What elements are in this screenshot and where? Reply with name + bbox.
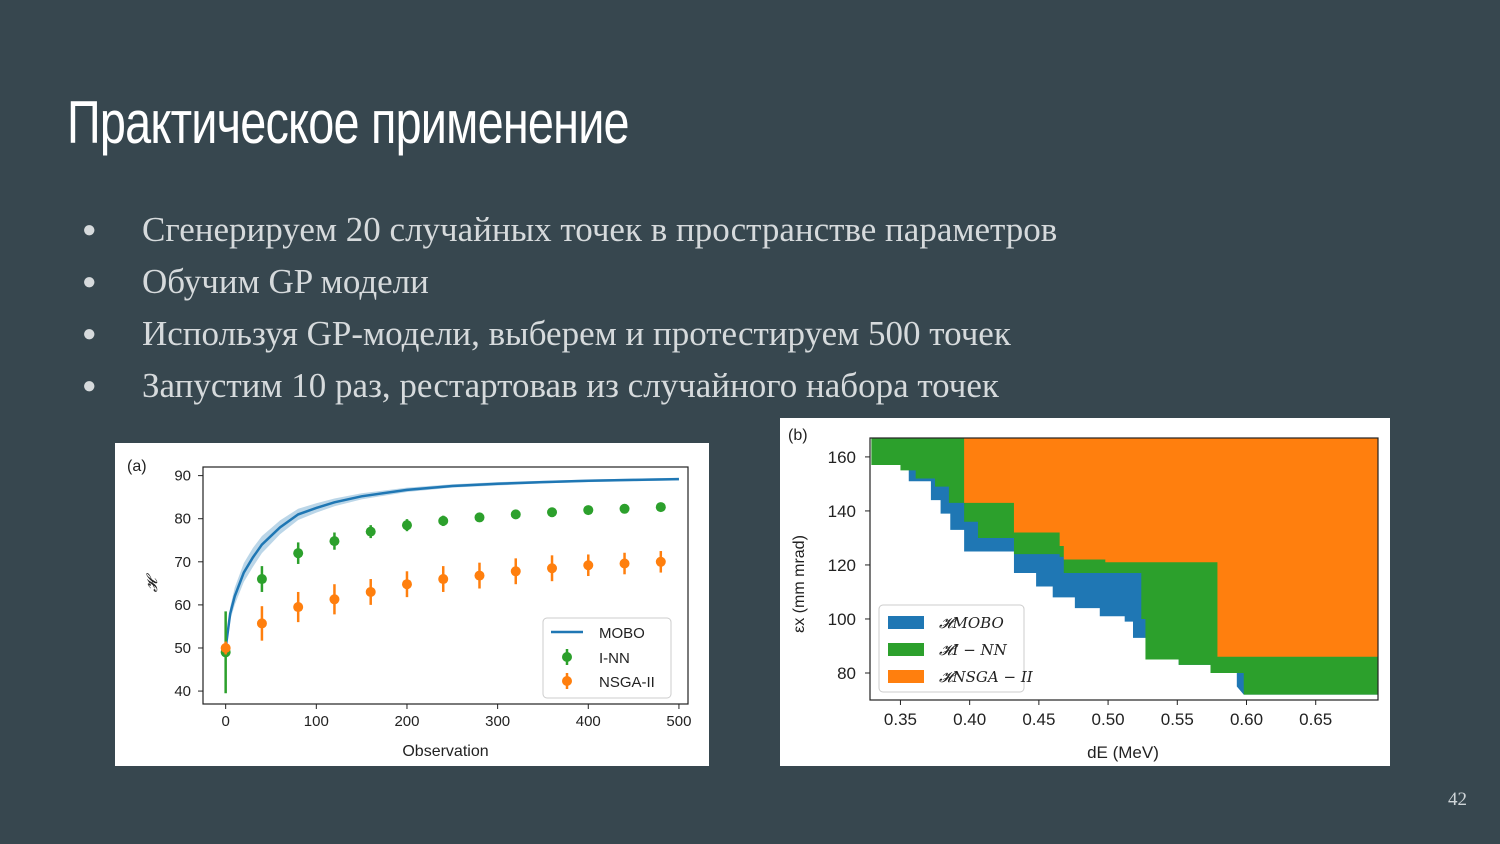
data-point-1 bbox=[401, 520, 412, 531]
data-point-2 bbox=[401, 579, 412, 590]
y-tick-label: 80 bbox=[837, 664, 856, 683]
data-point-2 bbox=[619, 558, 630, 569]
data-point-2 bbox=[583, 560, 594, 571]
legend-label: NSGA-II bbox=[599, 674, 655, 691]
chart-panel-b: (b) 0.35 0.40 0.45 0.50 0.55 0.60 0.65 80 100 120 1… bbox=[780, 418, 1390, 766]
chart-a-svg: (a) 0 100 200 300 400 500 40 50 60 70 80 90 Observati… bbox=[127, 458, 691, 760]
y-tick-label: 40 bbox=[174, 683, 191, 700]
bullet-item: ● Запустим 10 раз, рестартовав из случайн… bbox=[82, 362, 1057, 414]
data-point-1 bbox=[329, 536, 340, 547]
x-tick-label: 0.40 bbox=[953, 710, 986, 729]
x-tick-label: 0.60 bbox=[1230, 710, 1263, 729]
bullet-dot-icon: ● bbox=[82, 373, 97, 399]
legend-label: 𝓗NSGA − II bbox=[939, 668, 1034, 686]
panel-label: (a) bbox=[127, 458, 147, 475]
y-tick-label: 140 bbox=[828, 502, 856, 521]
bullet-text: Обучим GP модели bbox=[142, 262, 429, 301]
bullet-item: ● Обучим GP модели bbox=[82, 258, 1057, 310]
legend-swatch bbox=[888, 670, 924, 683]
legend-swatch-point bbox=[562, 676, 572, 686]
series-line-mobo bbox=[224, 477, 679, 649]
data-point-2 bbox=[256, 618, 267, 629]
plot-frame bbox=[869, 437, 1379, 701]
chart-panel-a: (a) 0 100 200 300 400 500 40 50 60 70 80 90 Observati… bbox=[115, 443, 709, 766]
region-2 bbox=[964, 438, 1378, 657]
data-point-1 bbox=[438, 515, 449, 526]
slide-title: Практическое применение bbox=[67, 89, 630, 156]
data-point-1 bbox=[510, 509, 521, 520]
data-point-2 bbox=[510, 566, 521, 577]
legend-label: MOBO bbox=[599, 625, 645, 642]
x-tick-label: 0.35 bbox=[884, 710, 917, 729]
plot-frame bbox=[202, 466, 689, 705]
y-tick-label: 80 bbox=[174, 511, 191, 528]
bullet-dot-icon: ● bbox=[82, 269, 97, 295]
y-tick-label: 160 bbox=[828, 448, 856, 467]
x-tick-label: 100 bbox=[304, 713, 329, 730]
bullet-text: Сгенерируем 20 случайных точек в простра… bbox=[142, 210, 1058, 249]
y-tick-label: 50 bbox=[174, 640, 191, 657]
y-tick-label: 90 bbox=[174, 468, 191, 485]
panel-label: (b) bbox=[788, 427, 808, 444]
bullet-text: Используя GP-модели, выберем и протестир… bbox=[142, 314, 1011, 353]
x-tick-label: 0.45 bbox=[1022, 710, 1055, 729]
legend-box bbox=[542, 617, 672, 699]
x-tick-label: 0.55 bbox=[1161, 710, 1194, 729]
legend-swatch bbox=[888, 643, 924, 656]
chart-b-svg: (b) 0.35 0.40 0.45 0.50 0.55 0.60 0.65 80 100 120 1… bbox=[788, 427, 1379, 762]
legend-swatch bbox=[888, 616, 924, 629]
x-tick-label: 400 bbox=[576, 713, 601, 730]
bullet-dot-icon: ● bbox=[82, 321, 97, 347]
bullet-item: ● Используя GP-модели, выберем и протести… bbox=[82, 310, 1057, 362]
data-point-1 bbox=[619, 503, 630, 514]
data-point-2 bbox=[293, 602, 304, 613]
x-tick-label: 500 bbox=[666, 713, 691, 730]
data-point-2 bbox=[220, 642, 231, 653]
y-axis-label: εx (mm mrad) bbox=[791, 535, 808, 633]
x-tick-label: 300 bbox=[485, 713, 510, 730]
bullet-text: Запустим 10 раз, рестартовав из случайно… bbox=[142, 366, 999, 405]
data-point-2 bbox=[329, 594, 340, 605]
data-point-1 bbox=[365, 526, 376, 537]
y-tick-label: 120 bbox=[828, 556, 856, 575]
x-tick-label: 0 bbox=[221, 713, 229, 730]
data-point-1 bbox=[547, 507, 558, 518]
data-point-2 bbox=[438, 574, 449, 585]
bullet-list: ● Сгенерируем 20 случайных точек в простр… bbox=[82, 206, 1057, 414]
data-point-1 bbox=[474, 512, 485, 523]
data-point-1 bbox=[583, 505, 594, 516]
x-axis-label: dE (MeV) bbox=[1087, 743, 1159, 762]
page-number: 42 bbox=[1448, 789, 1467, 810]
x-axis-label: Observation bbox=[402, 743, 488, 760]
y-tick-label: 70 bbox=[174, 554, 191, 571]
data-point-1 bbox=[256, 574, 267, 585]
bullet-item: ● Сгенерируем 20 случайных точек в простр… bbox=[82, 206, 1057, 258]
data-point-1 bbox=[293, 548, 304, 559]
data-point-2 bbox=[655, 556, 666, 567]
x-tick-label: 0.50 bbox=[1092, 710, 1125, 729]
data-point-1 bbox=[655, 502, 666, 513]
y-tick-label: 60 bbox=[174, 597, 191, 614]
x-tick-label: 200 bbox=[394, 713, 419, 730]
data-point-2 bbox=[547, 563, 558, 574]
legend-label: 𝓗I − NN bbox=[939, 641, 1008, 659]
legend-swatch-point bbox=[562, 652, 572, 662]
legend-label: 𝓗MOBO bbox=[939, 614, 1004, 632]
bullet-dot-icon: ● bbox=[82, 217, 97, 243]
data-point-2 bbox=[474, 570, 485, 581]
y-tick-label: 100 bbox=[828, 610, 856, 629]
y-axis-label: 𝓗 bbox=[143, 572, 161, 592]
legend-label: I-NN bbox=[599, 650, 630, 667]
x-tick-label: 0.65 bbox=[1299, 710, 1332, 729]
data-point-2 bbox=[365, 586, 376, 597]
